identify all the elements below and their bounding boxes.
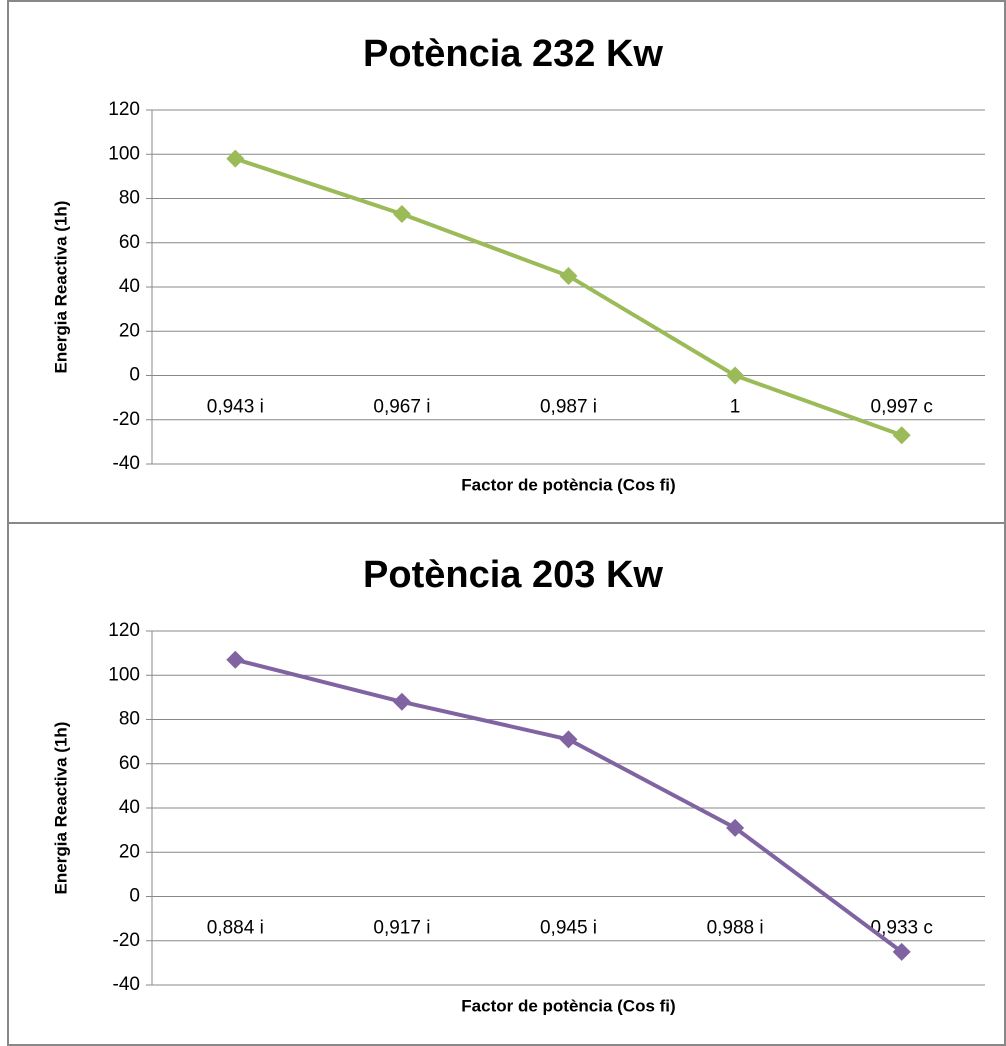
- x-tick-label: 1: [730, 397, 741, 418]
- y-tick-label: -20: [113, 409, 140, 430]
- y-tick-label: 40: [119, 797, 140, 818]
- x-tick-label: 0,988 i: [707, 918, 764, 939]
- y-tick-label: 60: [119, 753, 140, 774]
- x-axis-title: Factor de potència (Cos fi): [461, 475, 675, 494]
- x-tick-label: 0,933 c: [871, 918, 933, 939]
- y-tick-label: 60: [119, 232, 140, 253]
- y-tick-label: 40: [119, 276, 140, 297]
- marker: [559, 730, 578, 749]
- y-tick-label: 80: [119, 188, 140, 209]
- y-tick-label: 120: [108, 99, 140, 120]
- marker: [892, 426, 911, 445]
- y-tick-label: -20: [113, 930, 140, 951]
- chart-title: Potència 232 Kw: [363, 33, 663, 75]
- x-axis-title: Factor de potència (Cos fi): [461, 996, 675, 1015]
- y-axis-title: Energia Reactiva (1h): [51, 201, 70, 374]
- x-tick-label: 0,987 i: [540, 397, 597, 418]
- y-tick-label: 0: [129, 886, 140, 907]
- y-tick-label: 120: [108, 620, 140, 641]
- chart-frame: [7, 0, 1006, 524]
- chart-frame: [7, 522, 1006, 1046]
- x-tick-label: 0,967 i: [373, 397, 430, 418]
- marker: [559, 266, 578, 285]
- y-tick-label: 100: [108, 143, 140, 164]
- y-tick-label: 0: [129, 365, 140, 386]
- y-tick-label: -40: [113, 974, 140, 995]
- marker: [726, 818, 745, 837]
- x-tick-label: 0,945 i: [540, 918, 597, 939]
- y-tick-label: 20: [119, 841, 140, 862]
- y-tick-label: 80: [119, 709, 140, 730]
- chart-title: Potència 203 Kw: [363, 554, 663, 596]
- y-tick-label: 100: [108, 664, 140, 685]
- marker: [226, 149, 245, 168]
- y-tick-label: -40: [113, 453, 140, 474]
- x-tick-label: 0,917 i: [373, 918, 430, 939]
- marker: [726, 366, 745, 385]
- marker: [392, 692, 411, 711]
- marker: [892, 942, 911, 961]
- x-tick-label: 0,884 i: [207, 918, 264, 939]
- x-tick-label: 0,943 i: [207, 397, 264, 418]
- y-tick-label: 20: [119, 320, 140, 341]
- y-axis-title: Energia Reactiva (1h): [51, 722, 70, 895]
- marker: [392, 204, 411, 223]
- x-tick-label: 0,997 c: [871, 397, 933, 418]
- marker: [226, 650, 245, 669]
